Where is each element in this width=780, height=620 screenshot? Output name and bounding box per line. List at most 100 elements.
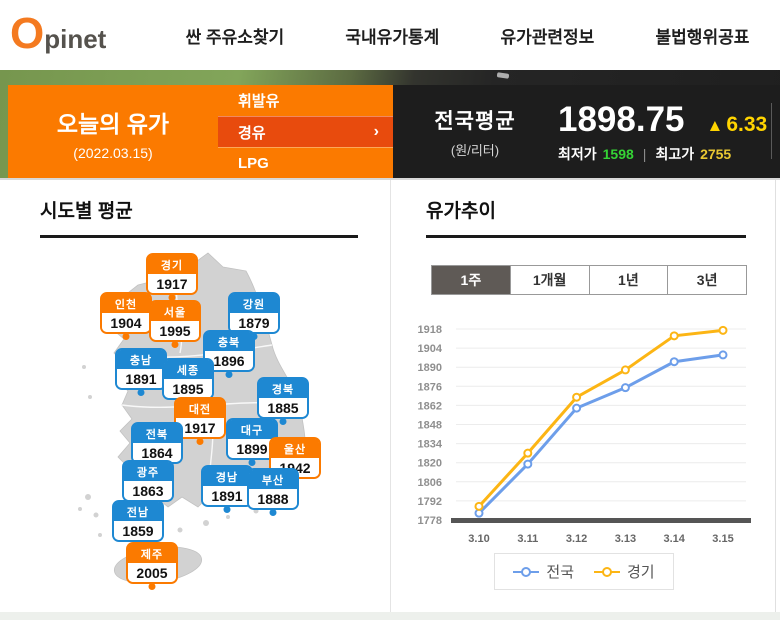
region-price: 1891 bbox=[117, 369, 165, 388]
trend-line-chart: 1918 1904 1890 1876 1862 1848 1834 1820 1806 1792… bbox=[418, 324, 751, 545]
regional-average-panel: 시도별 평균 경기 1917 인천 1904 서울 1995 강원 1879 충북 1896 충남 1… bbox=[0, 180, 390, 612]
region-name: 전남 bbox=[114, 502, 162, 521]
footer-strip bbox=[0, 612, 780, 620]
national-average-label-block: 전국평균 (원/리터) bbox=[405, 85, 545, 178]
svg-text:1778: 1778 bbox=[418, 515, 442, 527]
region-price: 1888 bbox=[249, 489, 297, 508]
region-marker-dot bbox=[248, 459, 256, 466]
svg-text:3.12: 3.12 bbox=[566, 533, 587, 545]
period-tab-3[interactable]: 1년 bbox=[588, 266, 668, 294]
today-price-box: 오늘의 유가 (2022.03.15) bbox=[8, 85, 218, 178]
region-marker-dot bbox=[279, 418, 287, 425]
region-label-경북[interactable]: 경북 1885 bbox=[257, 377, 309, 425]
region-marker-dot bbox=[137, 389, 145, 396]
svg-text:1806: 1806 bbox=[418, 477, 442, 489]
svg-text:1820: 1820 bbox=[418, 458, 442, 470]
period-tab-4[interactable]: 3년 bbox=[667, 266, 746, 294]
fuel-tab-3[interactable]: LPG bbox=[218, 147, 393, 178]
fuel-tab-label: 경유 bbox=[238, 124, 266, 142]
price-row: 1898.75 ▲ 6.33 bbox=[558, 100, 767, 140]
region-label-경기[interactable]: 경기 1917 bbox=[146, 253, 198, 301]
region-label-충남[interactable]: 충남 1891 bbox=[115, 348, 167, 396]
chevron-right-icon: › bbox=[373, 123, 379, 140]
national-average-values: 1898.75 ▲ 6.33 최저가 1598 | 최고가 2755 bbox=[558, 85, 767, 178]
region-price: 1885 bbox=[259, 398, 307, 417]
svg-text:3.10: 3.10 bbox=[468, 533, 489, 545]
title-underline bbox=[40, 235, 358, 238]
legend-label: 경기 bbox=[627, 564, 655, 581]
nav-item-3[interactable]: 유가관련정보 bbox=[500, 27, 595, 47]
svg-text:1918: 1918 bbox=[418, 324, 442, 336]
region-price: 1863 bbox=[124, 481, 172, 500]
svg-text:1848: 1848 bbox=[418, 420, 442, 432]
region-label-서울[interactable]: 서울 1995 bbox=[149, 300, 201, 348]
up-triangle-icon: ▲ bbox=[706, 115, 724, 135]
region-name: 세종 bbox=[164, 360, 212, 379]
region-marker-dot bbox=[122, 333, 130, 340]
highest-price-label: 최고가 bbox=[655, 145, 695, 162]
region-marker-dot bbox=[225, 371, 233, 378]
lowest-price-value: 1598 bbox=[602, 145, 634, 162]
region-name: 부산 bbox=[249, 470, 297, 489]
region-name: 전북 bbox=[133, 424, 181, 443]
price-change: ▲ 6.33 bbox=[707, 113, 768, 137]
period-tab-2[interactable]: 1개월 bbox=[509, 266, 589, 294]
panel-divider bbox=[771, 103, 772, 159]
price-trend-panel: 유가추이 1주 1개월 1년 3년 1918 1904 1890 1876 1862 1848 1… bbox=[390, 180, 776, 612]
fuel-tab-label: 휘발유 bbox=[238, 93, 280, 110]
legend-item-전국[interactable]: 전국 bbox=[513, 561, 574, 582]
period-tab-1[interactable]: 1주 bbox=[432, 266, 510, 294]
chart-legend: 전국 경기 bbox=[391, 553, 777, 590]
nav-item-4[interactable]: 불법행위공표 bbox=[655, 27, 750, 47]
svg-text:3.14: 3.14 bbox=[663, 533, 685, 545]
minmax-separator: | bbox=[642, 145, 647, 162]
region-label-경남[interactable]: 경남 1891 bbox=[201, 465, 253, 513]
national-average-panel: 전국평균 (원/리터) 1898.75 ▲ 6.33 최저가 1598 | 최고가… bbox=[393, 85, 780, 178]
legend-label: 전국 bbox=[546, 564, 574, 581]
region-name: 서울 bbox=[151, 302, 199, 321]
region-marker-dot bbox=[171, 341, 179, 348]
main-nav: 싼 주유소찾기 국내유가통계 유가관련정보 불법행위공표 bbox=[155, 0, 780, 70]
highest-price-value: 2755 bbox=[700, 145, 732, 162]
region-price: 1995 bbox=[151, 321, 199, 340]
legend-marker-icon bbox=[513, 566, 540, 577]
region-price: 1864 bbox=[133, 443, 181, 462]
region-label-부산[interactable]: 부산 1888 bbox=[247, 468, 299, 516]
region-price: 1891 bbox=[203, 486, 251, 505]
region-label-전북[interactable]: 전북 1864 bbox=[131, 422, 183, 470]
region-price: 2005 bbox=[128, 563, 176, 582]
nav-item-2[interactable]: 국내유가통계 bbox=[345, 27, 440, 47]
national-average-label: 전국평균 bbox=[434, 109, 516, 133]
region-name: 대전 bbox=[176, 399, 224, 418]
region-label-광주[interactable]: 광주 1863 bbox=[122, 460, 174, 508]
lowest-price-label: 최저가 bbox=[558, 145, 597, 162]
nav-item-1[interactable]: 싼 주유소찾기 bbox=[185, 27, 285, 47]
svg-text:1904: 1904 bbox=[418, 343, 443, 355]
legend-marker-icon bbox=[594, 566, 620, 577]
region-price: 1896 bbox=[205, 351, 253, 370]
region-label-전남[interactable]: 전남 1859 bbox=[112, 500, 164, 548]
fuel-tab-2[interactable]: 경유 › bbox=[218, 116, 393, 147]
region-label-강원[interactable]: 강원 1879 bbox=[228, 292, 280, 340]
region-label-인천[interactable]: 인천 1904 bbox=[100, 292, 152, 340]
region-name: 광주 bbox=[124, 462, 172, 481]
svg-text:1890: 1890 bbox=[418, 362, 442, 374]
legend-item-경기[interactable]: 경기 bbox=[594, 561, 655, 582]
svg-text:1862: 1862 bbox=[418, 400, 442, 412]
fuel-tab-label: LPG bbox=[238, 154, 269, 172]
region-name: 인천 bbox=[102, 294, 150, 313]
region-price: 1859 bbox=[114, 521, 162, 540]
region-label-충북[interactable]: 충북 1896 bbox=[203, 330, 255, 378]
region-name: 충남 bbox=[117, 350, 165, 369]
region-name: 대구 bbox=[228, 420, 276, 439]
region-label-세종[interactable]: 세종 1895 bbox=[162, 358, 214, 406]
logo-o-icon: O bbox=[10, 9, 45, 58]
region-label-제주[interactable]: 제주 2005 bbox=[126, 542, 178, 590]
fuel-tab-1[interactable]: 휘발유 bbox=[218, 85, 393, 116]
logo-text: pinet bbox=[44, 24, 107, 54]
region-name: 경북 bbox=[259, 379, 307, 398]
